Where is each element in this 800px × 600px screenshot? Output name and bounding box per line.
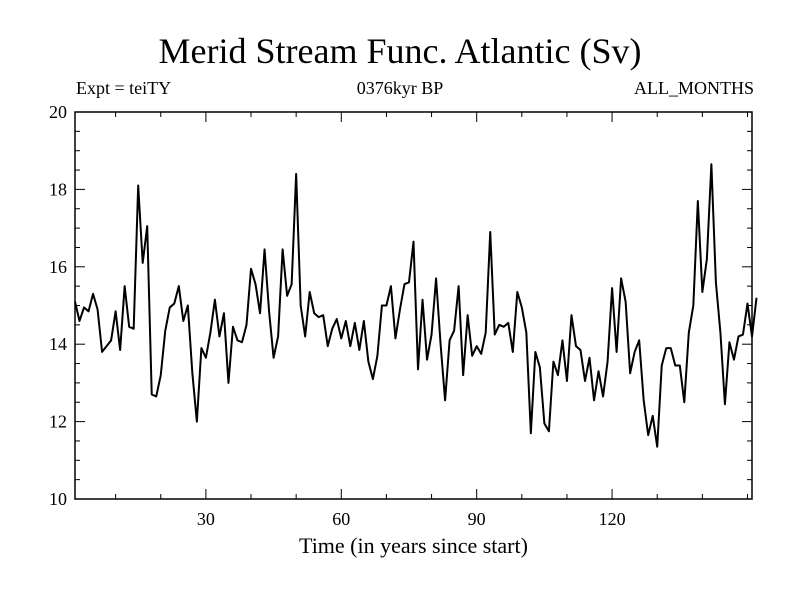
y-tick-label: 12 [49, 412, 67, 432]
y-tick-label: 14 [49, 334, 67, 354]
x-tick-label: 60 [332, 509, 350, 529]
x-tick-label: 30 [197, 509, 215, 529]
chart-title: Merid Stream Func. Atlantic (Sv) [158, 31, 642, 71]
months-label: ALL_MONTHS [634, 78, 754, 98]
x-tick-label: 90 [468, 509, 486, 529]
y-tick-label: 20 [49, 102, 67, 122]
x-axis-label: Time (in years since start) [299, 533, 528, 558]
y-tick-label: 18 [49, 179, 67, 199]
y-tick-label: 10 [49, 489, 67, 509]
period-label: 0376kyr BP [356, 78, 444, 98]
experiment-label: Expt = teiTY [76, 78, 172, 98]
y-tick-label: 16 [49, 257, 67, 277]
series-line [74, 163, 758, 448]
plot-frame [74, 111, 753, 500]
x-tick-label: 120 [599, 509, 626, 529]
